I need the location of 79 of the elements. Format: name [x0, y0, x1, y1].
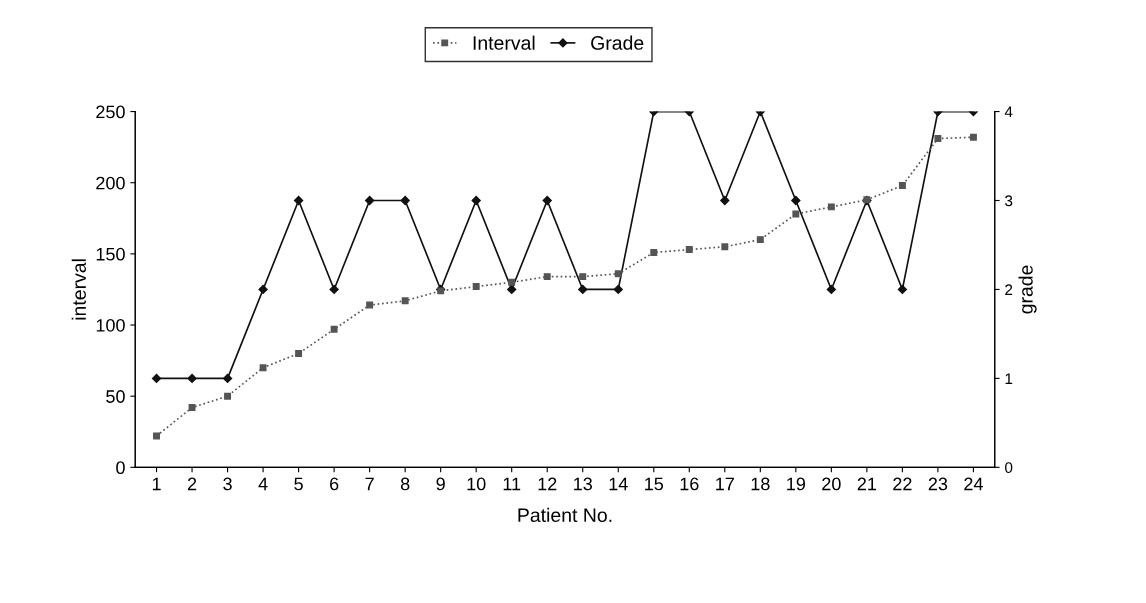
x-tick-label: 13	[574, 477, 592, 491]
point	[472, 283, 480, 291]
x-tick-label: 20	[822, 477, 841, 491]
point	[151, 373, 162, 384]
point	[258, 284, 268, 295]
x-tick-label: 15	[645, 477, 664, 491]
x-tick-label: 14	[609, 477, 628, 491]
point	[330, 325, 338, 333]
point	[613, 284, 623, 295]
y-axis-title: interval	[71, 259, 86, 320]
point	[792, 210, 800, 218]
x-tick-label: 23	[928, 477, 948, 491]
y2-tick-label: 4	[1004, 106, 1013, 118]
y-tick-label: 50	[106, 390, 125, 403]
x-tick-label: 12	[538, 477, 557, 491]
point	[756, 236, 764, 244]
x-tick-label: 8	[400, 477, 410, 491]
y-tick-label: 0	[116, 461, 125, 475]
point	[791, 195, 801, 206]
point	[259, 364, 267, 372]
y2-axis-title: grade	[1018, 265, 1037, 314]
y2-tick-label: 3	[1005, 195, 1013, 207]
x-tick-label: 2	[187, 477, 197, 491]
point	[650, 248, 658, 256]
point	[898, 182, 906, 190]
point	[507, 284, 517, 295]
point	[579, 273, 587, 281]
point	[188, 404, 196, 412]
x-axis-title: Patient No.	[518, 507, 612, 523]
x-tick-label: 18	[751, 477, 770, 491]
y2-tick-label: 1	[1005, 373, 1013, 384]
x-tick-label: 22	[893, 477, 912, 491]
point	[295, 350, 303, 357]
x-tick-label: 17	[716, 477, 734, 491]
legend-label: Interval	[473, 35, 535, 50]
point	[224, 392, 232, 400]
y2-tick-label: 2	[1005, 284, 1013, 295]
point	[222, 373, 233, 384]
x-tick-label: 6	[330, 477, 339, 491]
point	[471, 195, 481, 206]
x-tick-label: 1	[152, 477, 161, 491]
point	[720, 195, 730, 206]
point	[578, 284, 588, 295]
x-tick-label: 24	[964, 477, 983, 491]
x-tick-label: 7	[365, 477, 374, 491]
x-tick-label: 16	[680, 477, 699, 491]
y-tick-label: 200	[96, 176, 125, 190]
point	[543, 273, 551, 281]
point	[897, 284, 908, 295]
y-tick-label: 100	[96, 318, 125, 332]
point	[366, 301, 374, 309]
point	[934, 135, 942, 143]
point	[827, 203, 835, 211]
x-tick-label: 4	[258, 477, 268, 491]
point	[400, 195, 410, 206]
x-tick-label: 3	[223, 477, 232, 491]
x-tick-label: 19	[787, 477, 806, 491]
point	[153, 432, 161, 440]
x-tick-label: 9	[436, 477, 445, 491]
legend-label: Grade	[591, 35, 644, 50]
point	[614, 270, 622, 278]
x-tick-label: 21	[857, 477, 877, 491]
point	[721, 243, 729, 251]
y2-tick-label: 0	[1005, 462, 1013, 474]
point	[401, 297, 409, 305]
point	[508, 278, 516, 286]
point	[685, 246, 693, 254]
point	[329, 284, 339, 295]
point	[969, 133, 977, 141]
point	[293, 195, 304, 206]
x-tick-label: 5	[294, 477, 303, 491]
x-tick-label: 10	[467, 477, 486, 491]
point	[826, 284, 836, 295]
x-tick-label: 11	[503, 477, 521, 491]
point	[365, 195, 375, 206]
point	[542, 195, 552, 206]
y-tick-label: 250	[96, 105, 125, 119]
y-tick-label: 150	[96, 247, 125, 261]
point	[187, 373, 197, 384]
